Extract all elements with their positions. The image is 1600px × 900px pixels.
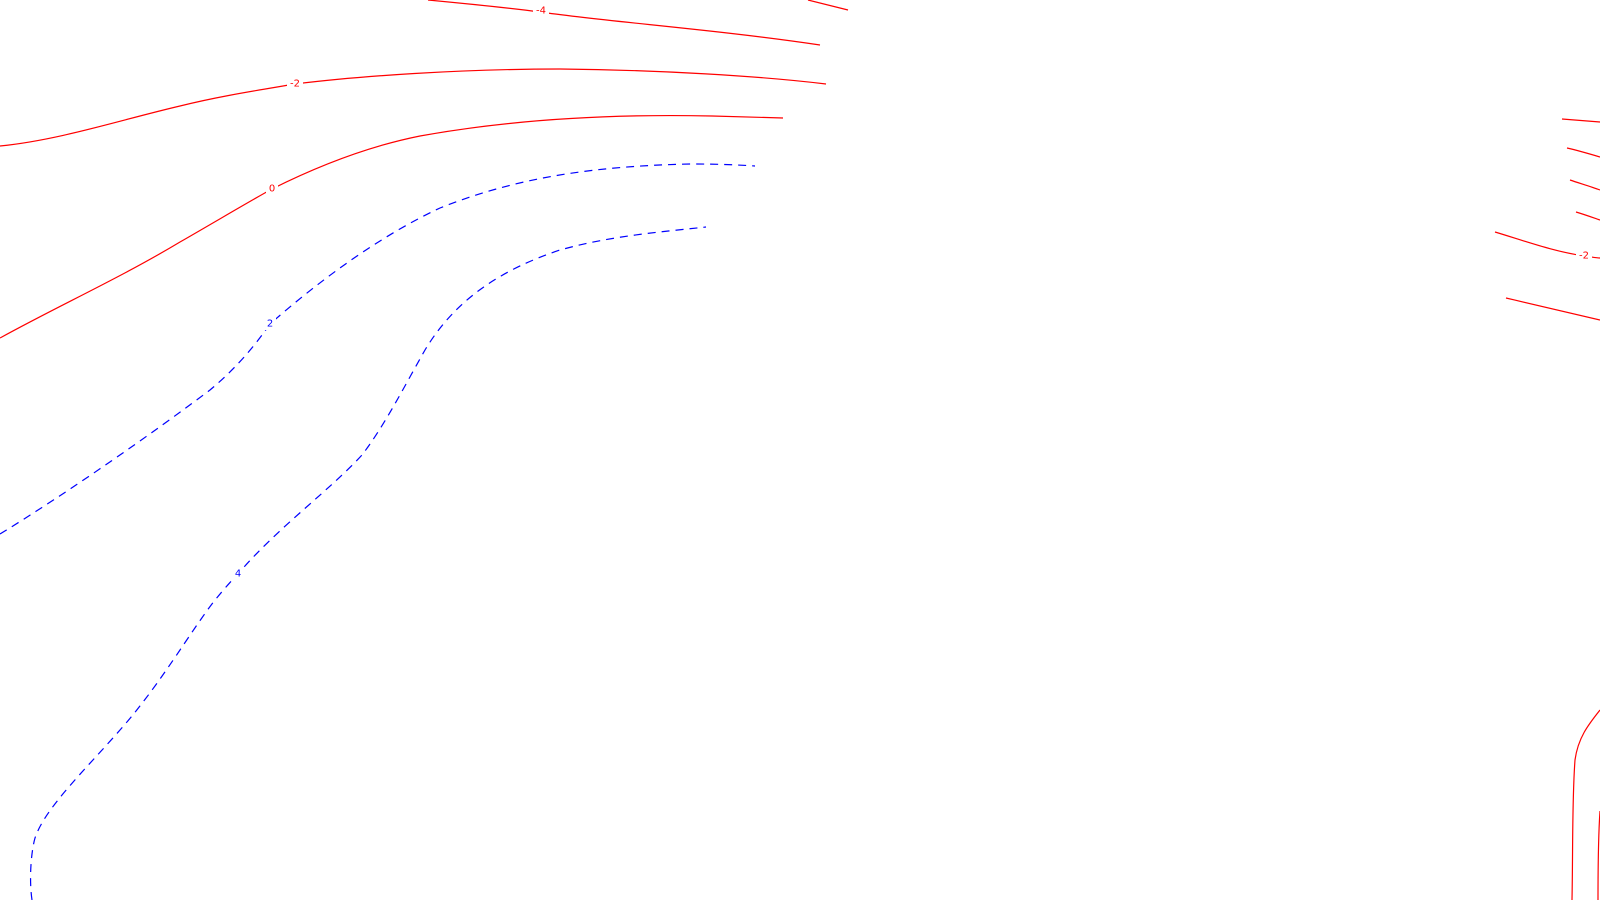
contour-line-right-1 [1561, 118, 1600, 123]
contour-label-minus-2-top: -2 [290, 79, 300, 90]
contour-label-group-minus-4: -4 [533, 5, 549, 17]
contour-label-bg [1576, 250, 1592, 262]
contour-line-right-4 [1575, 211, 1600, 221]
contour-line-plus-2 [0, 163, 756, 535]
contour-line-plus-4 [29, 226, 707, 900]
contour-label-minus-4: -4 [536, 6, 546, 17]
contour-label-zero: 0 [269, 184, 275, 195]
contour-label-right-minus-2: -2 [1579, 251, 1589, 262]
contour-label-plus-2: 2 [267, 319, 273, 330]
contour-label-bg [266, 183, 278, 195]
contour-label-group-minus-2-top: -2 [287, 78, 303, 90]
contour-label-plus-4: 4 [235, 569, 241, 580]
contour-label-group-plus-4: 4 [232, 568, 244, 580]
contour-line-right-2 [1566, 147, 1600, 158]
contour-label-group-plus-2: 2 [264, 318, 276, 330]
contour-line-right-vertical-1 [1571, 709, 1600, 900]
contour-line-minus-4-edge [807, 0, 849, 11]
contour-label-bg [533, 5, 549, 17]
contour-line-right-vertical-2 [1597, 810, 1600, 900]
contour-label-bg [232, 568, 244, 580]
contour-line-right-3 [1569, 179, 1600, 191]
contour-label-group-right-minus-2: -2 [1576, 250, 1592, 262]
contour-label-bg [264, 318, 276, 330]
contour-label-group-zero: 0 [266, 183, 278, 195]
contour-line-minus-2-top [0, 68, 827, 147]
contour-line-right-5 [1505, 297, 1600, 321]
contour-line-zero [0, 114, 784, 339]
contour-line-minus-4 [427, 0, 821, 46]
contour-label-bg [287, 78, 303, 90]
